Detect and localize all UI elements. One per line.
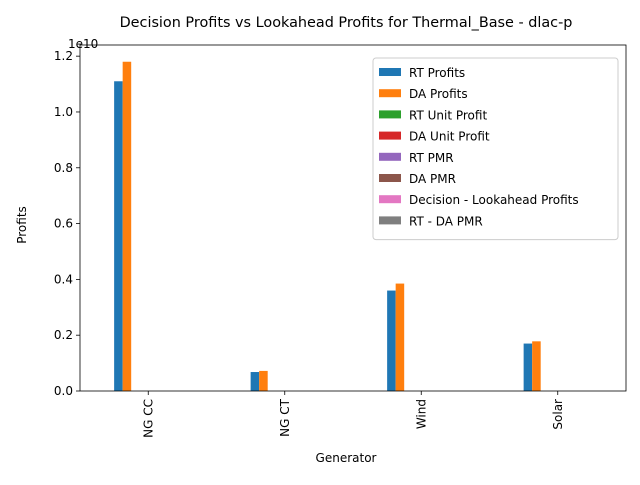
legend-label: RT Profits [409,66,465,80]
bar-solar-series-1 [532,341,541,391]
x-tick-label: NG CC [141,399,155,438]
bar-wind-series-1 [395,283,405,391]
y-tick-label: 0.0 [54,384,73,398]
x-tick-label: Solar [551,399,565,430]
bar-wind-series-0 [387,290,396,391]
legend-swatch [379,216,401,225]
legend-label: DA PMR [409,172,456,186]
chart-title: Decision Profits vs Lookahead Profits fo… [120,15,573,31]
axes-layer: NG CC NG CT Wind Solar 0.0 0.2 0.4 0.6 0.8 1.0 1.2 [54,44,627,438]
legend-swatch [379,68,401,76]
plot-frame [79,44,627,392]
y-tick-label: 1.2 [54,49,73,63]
y-tick-label: 0.6 [54,217,73,231]
legend-swatch [379,152,401,161]
bar-ng-ct-series-0 [250,372,260,391]
legend-swatch [379,89,401,98]
bar-solar-series-0 [523,343,533,391]
legend-swatch [379,110,401,119]
x-axis-label: Generator [316,451,377,465]
bar-ng-cc-series-1 [122,61,132,392]
legend-box [372,57,619,241]
y-tick-label: 0.2 [54,328,73,342]
y-axis-offset-label: 1e10 [68,37,98,51]
y-axis-label: Profits [15,206,29,244]
legend-label: DA Unit Profit [409,130,490,144]
legend-label: DA Profits [409,87,468,101]
bar-ng-cc-series-0 [114,81,123,392]
legend-label: Decision - Lookahead Profits [409,193,579,207]
legend: RT Profits DA Profits RT Unit Profit DA Uni… [372,57,619,241]
legend-swatch [379,174,401,182]
legend-label: RT PMR [409,151,454,165]
y-tick-label: 0.8 [54,161,73,175]
bars-layer [114,61,541,392]
y-tick-label: 0.4 [54,272,73,286]
legend-label: RT Unit Profit [409,108,487,122]
legend-swatch [379,195,401,204]
legend-swatch [379,131,401,140]
y-tick-label: 1.0 [54,105,73,119]
legend-label: RT - DA PMR [409,214,483,228]
bar-ng-ct-series-1 [259,370,268,391]
x-tick-label: NG CT [278,398,292,436]
x-tick-label: Wind [414,399,428,429]
